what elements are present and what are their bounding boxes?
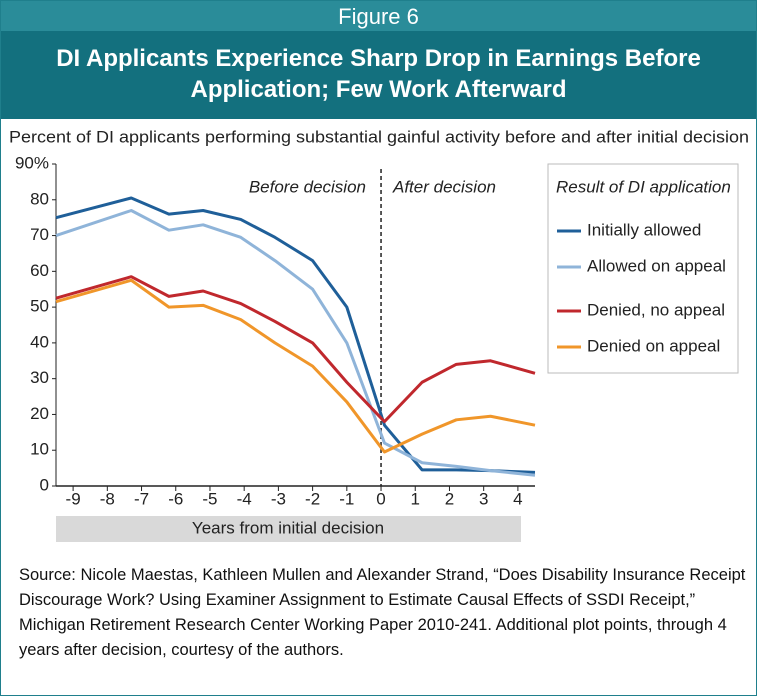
y-tick-label: 70	[30, 225, 49, 244]
x-tick-label: -9	[66, 489, 81, 508]
x-tick-label: 4	[513, 489, 522, 508]
legend-label: Denied on appeal	[587, 336, 720, 355]
x-tick-label: -8	[100, 489, 115, 508]
y-tick-label: 60	[30, 261, 49, 280]
figure-title: DI Applicants Experience Sharp Drop in E…	[1, 31, 756, 119]
x-tick-label: -2	[305, 489, 320, 508]
x-tick-label: -3	[271, 489, 286, 508]
x-axis-label: Years from initial decision	[192, 518, 384, 537]
series-line	[55, 209, 536, 477]
y-tick-label: 20	[30, 404, 49, 423]
y-tick-label: 0	[40, 475, 49, 494]
x-tick-label: -5	[202, 489, 217, 508]
x-tick-label: -7	[134, 489, 149, 508]
x-tick-label: 0	[376, 489, 385, 508]
series-line	[55, 275, 536, 424]
y-tick-label: 10	[30, 440, 49, 459]
annotation: After decision	[392, 177, 496, 196]
chart: Percent of DI applicants performing subs…	[9, 127, 749, 542]
y-tick-label: 30	[30, 368, 49, 387]
series-line	[55, 196, 536, 474]
legend-label: Denied, no appeal	[587, 300, 725, 319]
series-line	[55, 278, 536, 454]
annotation: Before decision	[249, 177, 366, 196]
x-tick-label: 2	[445, 489, 454, 508]
x-tick-label: -1	[339, 489, 354, 508]
x-tick-label: -6	[168, 489, 183, 508]
figure-label: Figure 6	[1, 1, 756, 31]
x-tick-label: 3	[479, 489, 488, 508]
legend-label: Allowed on appeal	[587, 256, 726, 275]
x-tick-label: -4	[237, 489, 252, 508]
subtitle: Percent of DI applicants performing subs…	[9, 127, 749, 146]
legend-title: Result of DI application	[556, 177, 731, 196]
y-tick-label: 80	[30, 189, 49, 208]
x-label-bar	[56, 516, 521, 542]
x-tick-label: 1	[411, 489, 420, 508]
legend-label: Initially allowed	[587, 220, 701, 239]
y-tick-label: 90%	[15, 153, 49, 172]
source-note: Source: Nicole Maestas, Kathleen Mullen …	[19, 566, 746, 659]
y-tick-label: 40	[30, 332, 49, 351]
y-tick-label: 50	[30, 297, 49, 316]
